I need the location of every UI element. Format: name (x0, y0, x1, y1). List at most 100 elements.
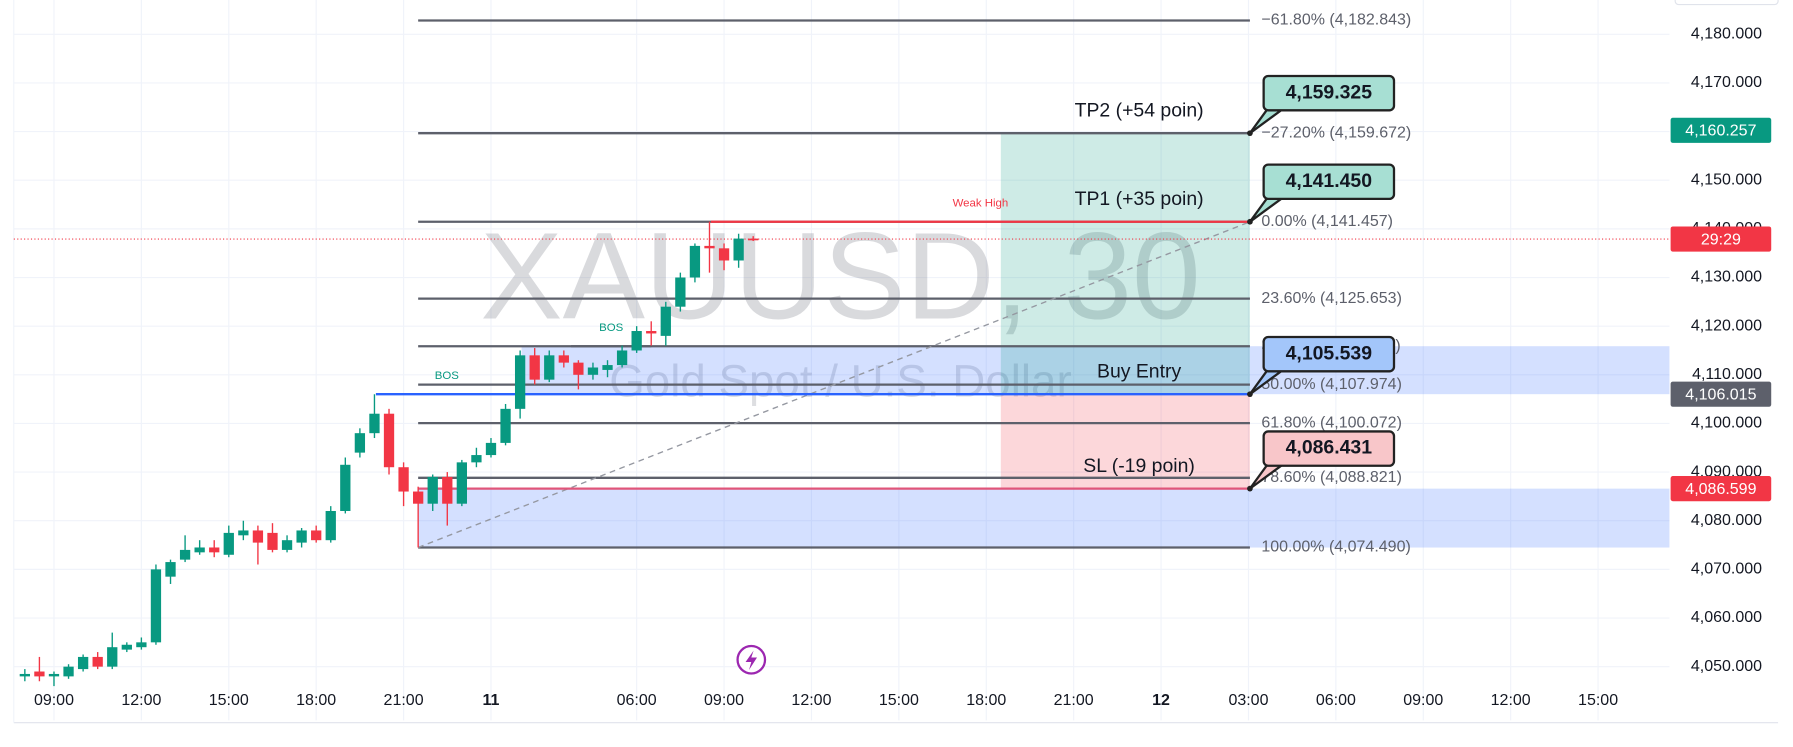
callout-point (1247, 485, 1253, 492)
x-tick-label: 21:00 (1054, 692, 1094, 709)
callout-point (1247, 218, 1253, 225)
candle-body (427, 476, 438, 504)
y-tick-label: 4,100.000 (1691, 415, 1762, 432)
fib-label: 23.60% (4,125.653) (1261, 290, 1402, 307)
candle-body (514, 355, 526, 409)
price-tag-text: 4,086.599 (1685, 481, 1756, 498)
candle-body (587, 367, 599, 375)
x-tick-label: 09:00 (1403, 692, 1443, 709)
candle-body (471, 455, 482, 463)
y-tick-label: 4,150.000 (1691, 171, 1762, 188)
countdown-tag (1670, 226, 1772, 252)
candle-body (529, 355, 540, 380)
candle-body (77, 656, 89, 670)
x-tick-label: 21:00 (384, 692, 424, 709)
toolbar-edge (1674, 0, 1779, 6)
fib-label: 78.60% (4,088.821) (1261, 469, 1402, 486)
x-tick-label: 15:00 (1578, 692, 1618, 709)
callout-box (1262, 74, 1396, 112)
candle-body (92, 656, 103, 667)
price-tag (1670, 117, 1772, 143)
zone-label: TP2 (+54 poin) (1075, 100, 1204, 122)
candle-body (34, 671, 45, 677)
candle-body (252, 530, 264, 543)
line-label: Weak High (953, 198, 1009, 210)
event-icon-bolt (745, 650, 758, 671)
candle-body (179, 549, 191, 560)
candle-body (558, 355, 569, 363)
line-label: BOS (435, 370, 460, 382)
callout-value: 4,086.431 (1286, 437, 1373, 459)
fib-label: −27.20% (4,159.672) (1261, 124, 1411, 141)
x-tick-label: 09:00 (704, 692, 744, 709)
y-tick-label: 4,070.000 (1691, 561, 1762, 578)
candle-body (660, 306, 671, 336)
candle-body (485, 442, 497, 456)
candle-body (602, 365, 613, 370)
candle-body (281, 540, 293, 550)
candle-body (107, 647, 118, 667)
candle-body (544, 355, 555, 380)
y-tick-label: 4,110.000 (1692, 366, 1762, 383)
price-tag (1670, 381, 1772, 407)
x-tick-label: 09:00 (34, 692, 74, 709)
callout-point (1247, 130, 1253, 137)
callout-box (1262, 163, 1396, 201)
callout-point (1247, 391, 1253, 398)
y-tick-label: 4,170.000 (1691, 74, 1762, 91)
y-tick-label: 4,050.000 (1691, 658, 1762, 675)
candle-body (63, 666, 74, 677)
candle-body (398, 467, 409, 492)
candle-body (456, 462, 468, 504)
x-tick-label: 18:00 (296, 692, 336, 709)
x-tick-label: 12:00 (791, 692, 831, 709)
candle-body (748, 238, 759, 241)
candle-body (165, 562, 176, 577)
candle-body (238, 530, 249, 536)
callout-box (1262, 335, 1396, 373)
candle-body (573, 362, 584, 375)
x-tick-label: 15:00 (209, 692, 249, 709)
candle-body (325, 510, 336, 541)
x-tick-label: 03:00 (1228, 692, 1268, 709)
fib-label: 61.80% (4,100.072) (1261, 414, 1402, 431)
candle-body (354, 433, 366, 453)
candle-body (48, 673, 60, 677)
x-tick-label: 06:00 (617, 692, 657, 709)
x-tick-label: 12:00 (1491, 692, 1531, 709)
zone-label: TP1 (+35 poin) (1075, 188, 1204, 210)
zone-label: Buy Entry (1097, 361, 1181, 383)
candle-body (296, 530, 307, 543)
x-tick-label: 06:00 (1316, 692, 1356, 709)
y-tick-label: 4,120.000 (1691, 317, 1762, 334)
watermark-title: XAUUSD, 30 (480, 207, 1201, 345)
y-tick-label: 4,080.000 (1691, 512, 1762, 529)
line-label: BOS (599, 322, 624, 334)
zone-label: SL (-19 poin) (1083, 455, 1195, 477)
fib-trend (417, 221, 1251, 549)
x-tick-label: 12 (1152, 692, 1170, 709)
candle-body (733, 238, 744, 261)
candle-body (383, 413, 395, 468)
x-tick-label: 18:00 (966, 692, 1006, 709)
candle-body (267, 532, 278, 550)
loss-zone (1000, 394, 1250, 489)
price-tag (1670, 476, 1772, 502)
candle-body (209, 547, 220, 553)
candle-body (675, 277, 686, 307)
candle-body (121, 644, 132, 650)
y-tick-label: 4,130.000 (1691, 269, 1762, 286)
watermark-subtitle: Gold Spot / U.S. Dollar (609, 355, 1071, 406)
price-tag-text: 4,106.015 (1685, 387, 1756, 404)
fib-label: 50.00% (4,107.974) (1261, 376, 1402, 393)
candle-body (616, 350, 628, 366)
candle-body (689, 245, 701, 278)
candle-body (500, 408, 511, 443)
price-tag-text: 4,160.257 (1685, 123, 1756, 140)
callout-box (1262, 430, 1396, 467)
zone (418, 488, 1670, 548)
x-tick-label: 11 (483, 692, 500, 709)
callout-value: 4,141.450 (1286, 170, 1372, 192)
